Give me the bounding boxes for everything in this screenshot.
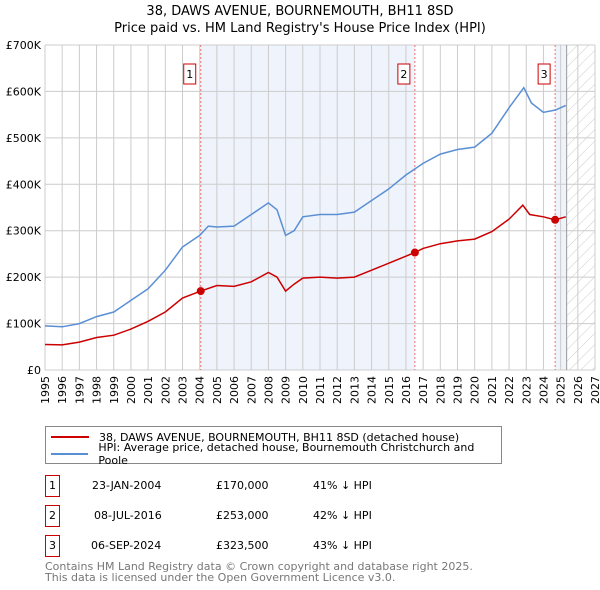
x-tick-label: 2012 bbox=[331, 376, 344, 404]
y-tick-label: £0 bbox=[27, 364, 41, 377]
legend-label-property: 38, DAWS AVENUE, BOURNEMOUTH, BH11 8SD (… bbox=[99, 430, 460, 444]
x-tick-label: 2006 bbox=[228, 376, 241, 404]
sale-point bbox=[196, 287, 205, 296]
x-tick-label: 2005 bbox=[211, 376, 224, 404]
x-tick-label: 2025 bbox=[555, 376, 568, 404]
y-tick-label: £300K bbox=[6, 225, 42, 238]
legend-label-hpi: HPI: Average price, detached house, Bour… bbox=[98, 441, 475, 467]
y-tick-label: £600K bbox=[6, 85, 42, 98]
sale-marker-number: 3 bbox=[541, 68, 548, 81]
transaction-price: £170,000 bbox=[216, 479, 269, 492]
sale-point bbox=[551, 215, 560, 224]
sale-marker-badge bbox=[397, 63, 411, 85]
x-tick-label: 2011 bbox=[314, 376, 327, 404]
x-tick-label: 2004 bbox=[194, 376, 207, 404]
x-tick-label: 2015 bbox=[383, 376, 396, 404]
x-tick-label: 2026 bbox=[572, 376, 585, 404]
x-tick-label: 2000 bbox=[125, 376, 138, 404]
sale-marker-number: 2 bbox=[400, 68, 407, 81]
sale-point bbox=[410, 248, 419, 257]
y-tick-label: £500K bbox=[6, 132, 42, 145]
x-tick-label: 1996 bbox=[56, 376, 69, 404]
transaction-row: 1 23-JAN-2004 £170,000 41% ↓ HPI bbox=[45, 475, 445, 497]
legend-swatch-blue bbox=[51, 453, 89, 455]
legend-swatch-red bbox=[51, 436, 89, 438]
x-tick-label: 1995 bbox=[39, 376, 52, 404]
y-tick-label: £100K bbox=[6, 318, 42, 331]
x-tick-label: 2020 bbox=[469, 376, 482, 404]
x-tick-label: 2009 bbox=[280, 376, 293, 404]
sale-marker-number: 1 bbox=[186, 68, 193, 81]
x-tick-label: 2003 bbox=[177, 376, 190, 404]
y-tick-label: £200K bbox=[6, 271, 42, 284]
x-tick-label: 1997 bbox=[73, 376, 86, 404]
x-tick-label: 2002 bbox=[159, 376, 172, 404]
shaded-period bbox=[200, 45, 415, 370]
price-paid-line bbox=[44, 204, 567, 346]
legend: 38, DAWS AVENUE, BOURNEMOUTH, BH11 8SD (… bbox=[45, 426, 502, 467]
chart-subtitle: Price paid vs. HM Land Registry's House … bbox=[114, 21, 486, 36]
y-tick-label: £700K bbox=[6, 39, 42, 52]
transaction-hpi: 42% ↓ HPI bbox=[313, 509, 372, 522]
marker-badge: 2 bbox=[45, 505, 60, 527]
x-tick-label: 2014 bbox=[366, 376, 379, 404]
x-tick-label: 2013 bbox=[348, 376, 361, 404]
sale-marker-badge bbox=[537, 63, 551, 85]
footer-line: This data is licensed under the Open Gov… bbox=[45, 571, 396, 584]
chart-title: 38, DAWS AVENUE, BOURNEMOUTH, BH11 8SD bbox=[146, 4, 454, 19]
x-tick-label: 2008 bbox=[262, 376, 275, 404]
transaction-row: 2 08-JUL-2016 £253,000 42% ↓ HPI bbox=[45, 505, 445, 527]
x-tick-label: 2007 bbox=[245, 376, 258, 404]
marker-badge: 3 bbox=[45, 535, 60, 557]
x-tick-label: 2022 bbox=[503, 376, 516, 404]
footer: Contains HM Land Registry data © Crown c… bbox=[45, 561, 473, 583]
x-tick-label: 2023 bbox=[520, 376, 533, 404]
x-tick-label: 2001 bbox=[142, 376, 155, 404]
x-tick-label: 2017 bbox=[417, 376, 430, 404]
x-tick-label: 2019 bbox=[452, 376, 465, 404]
transaction-date: 08-JUL-2016 bbox=[94, 509, 162, 522]
transaction-row: 3 06-SEP-2024 £323,500 43% ↓ HPI bbox=[45, 535, 445, 557]
footer-line: Contains HM Land Registry data © Crown c… bbox=[45, 560, 473, 573]
x-tick-label: 2010 bbox=[297, 376, 310, 404]
transaction-date: 23-JAN-2004 bbox=[92, 479, 162, 492]
x-tick-label: 2024 bbox=[537, 376, 550, 404]
transaction-hpi: 43% ↓ HPI bbox=[313, 539, 372, 552]
transaction-date: 06-SEP-2024 bbox=[91, 539, 162, 552]
hpi-line bbox=[44, 86, 567, 328]
sale-marker-badge bbox=[183, 63, 197, 85]
transaction-price: £323,500 bbox=[216, 539, 269, 552]
x-tick-label: 2021 bbox=[486, 376, 499, 404]
y-tick-label: £400K bbox=[6, 178, 42, 191]
x-tick-label: 2016 bbox=[400, 376, 413, 404]
x-tick-label: 2018 bbox=[434, 376, 447, 404]
x-tick-label: 2027 bbox=[589, 376, 600, 404]
price-chart: 1995 1996 1997 1998 1999 2000 2001 2002 2003 2004… bbox=[6, 39, 600, 404]
transaction-price: £253,000 bbox=[216, 509, 269, 522]
x-tick-label: 1999 bbox=[108, 376, 121, 404]
marker-badge: 1 bbox=[45, 475, 60, 497]
transaction-hpi: 41% ↓ HPI bbox=[313, 479, 372, 492]
x-tick-label: 1998 bbox=[91, 376, 104, 404]
forecast-hatch bbox=[566, 45, 595, 370]
